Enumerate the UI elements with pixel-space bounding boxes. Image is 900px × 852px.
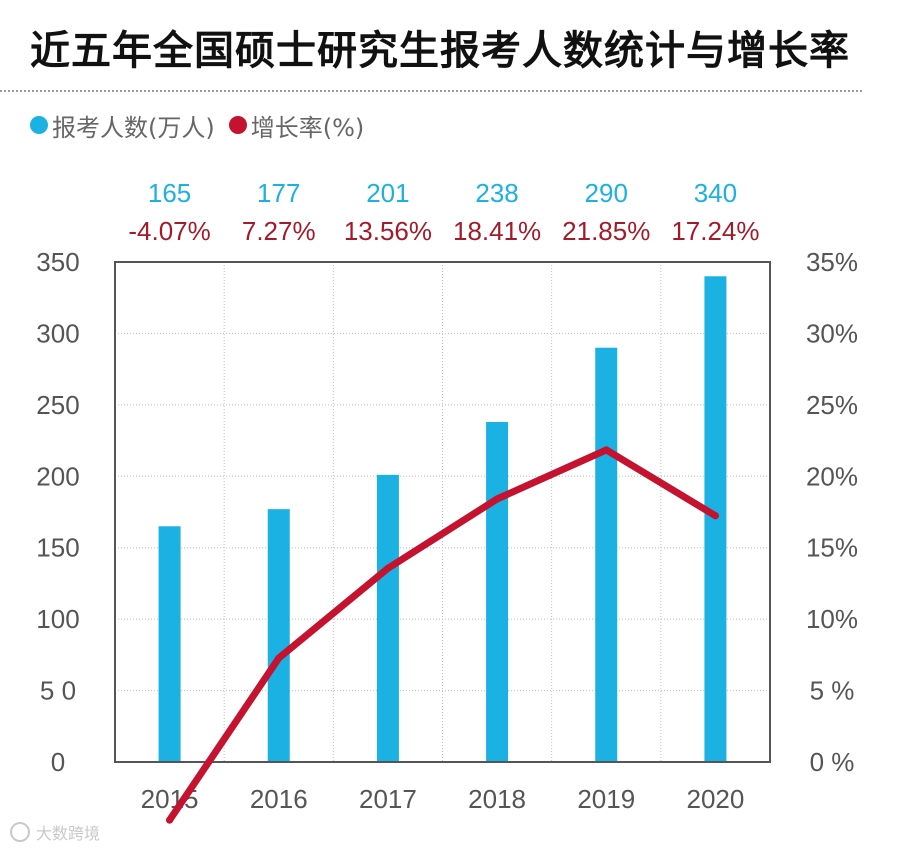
count-label-2017: 201 bbox=[366, 178, 409, 208]
watermark: 大数跨境 bbox=[10, 820, 100, 844]
rate-label-2019: 21.85% bbox=[562, 216, 650, 246]
y-left-tick-label: 150 bbox=[36, 533, 79, 563]
x-tick-label-2020: 2020 bbox=[686, 784, 744, 814]
y-right-tick-label: 15% bbox=[806, 533, 858, 563]
legend-label-count: 报考人数(万人) bbox=[52, 113, 215, 142]
legend: 报考人数(万人) 增长率(%) bbox=[30, 108, 378, 142]
y-right-tick-label: 10% bbox=[806, 604, 858, 634]
x-tick-label-2018: 2018 bbox=[468, 784, 526, 814]
watermark-logo-icon bbox=[10, 822, 30, 842]
bar-2016 bbox=[267, 509, 290, 762]
growth-rate-point-2017 bbox=[384, 564, 392, 572]
plot-frame bbox=[114, 261, 771, 763]
y-left-tick-label: 0 bbox=[51, 747, 65, 777]
rate-label-2018: 18.41% bbox=[453, 216, 541, 246]
y-right-tick-label: 5 % bbox=[810, 676, 855, 706]
growth-rate-point-2020 bbox=[711, 512, 719, 520]
bar-2017 bbox=[376, 474, 399, 762]
count-label-2016: 177 bbox=[257, 178, 300, 208]
legend-swatch-count bbox=[30, 116, 48, 134]
bar-2015 bbox=[158, 526, 181, 762]
legend-swatch-rate bbox=[228, 116, 247, 134]
y-left-tick-label: 200 bbox=[36, 461, 79, 491]
legend-item-rate: 增长率(%) bbox=[228, 108, 365, 143]
rate-label-2017: 13.56% bbox=[344, 216, 432, 246]
rate-label-2020: 17.24% bbox=[671, 216, 759, 246]
y-right-tick-label: 35% bbox=[806, 247, 858, 277]
bar-2018 bbox=[486, 422, 509, 762]
x-tick-label-2017: 2017 bbox=[359, 784, 417, 814]
x-tick-label-2016: 2016 bbox=[250, 784, 308, 814]
rate-label-2016: 7.27% bbox=[242, 216, 316, 246]
count-label-2015: 165 bbox=[148, 178, 191, 208]
rate-label-2015: -4.07% bbox=[128, 216, 210, 246]
y-right-tick-label: 30% bbox=[806, 318, 858, 348]
count-label-2019: 290 bbox=[585, 178, 628, 208]
y-right-tick-label: 20% bbox=[806, 461, 858, 491]
y-right-tick-label: 0 % bbox=[810, 747, 855, 777]
bar-2019 bbox=[595, 347, 618, 762]
count-label-2020: 340 bbox=[694, 178, 737, 208]
growth-rate-line bbox=[166, 446, 719, 824]
legend-label-rate: 增长率(%) bbox=[250, 113, 365, 142]
watermark-text: 大数跨境 bbox=[36, 824, 101, 843]
title-divider bbox=[0, 90, 862, 92]
y-left-tick-label: 100 bbox=[36, 604, 79, 634]
y-left-tick-label: 5 0 bbox=[40, 676, 76, 706]
y-left-tick-label: 250 bbox=[36, 390, 79, 420]
x-tick-label-2019: 2019 bbox=[577, 784, 635, 814]
growth-rate-point-2015 bbox=[166, 816, 174, 824]
y-left-tick-label: 300 bbox=[36, 318, 79, 348]
legend-item-count: 报考人数(万人) bbox=[30, 108, 215, 143]
growth-rate-point-2016 bbox=[275, 654, 283, 662]
chart-title: 近五年全国硕士研究生报考人数统计与增长率 bbox=[30, 28, 850, 74]
y-left-tick-label: 350 bbox=[36, 247, 79, 277]
growth-rate-point-2019 bbox=[602, 446, 610, 454]
y-right-tick-label: 25% bbox=[806, 390, 858, 420]
count-label-2018: 238 bbox=[475, 178, 518, 208]
growth-rate-point-2018 bbox=[493, 495, 501, 503]
